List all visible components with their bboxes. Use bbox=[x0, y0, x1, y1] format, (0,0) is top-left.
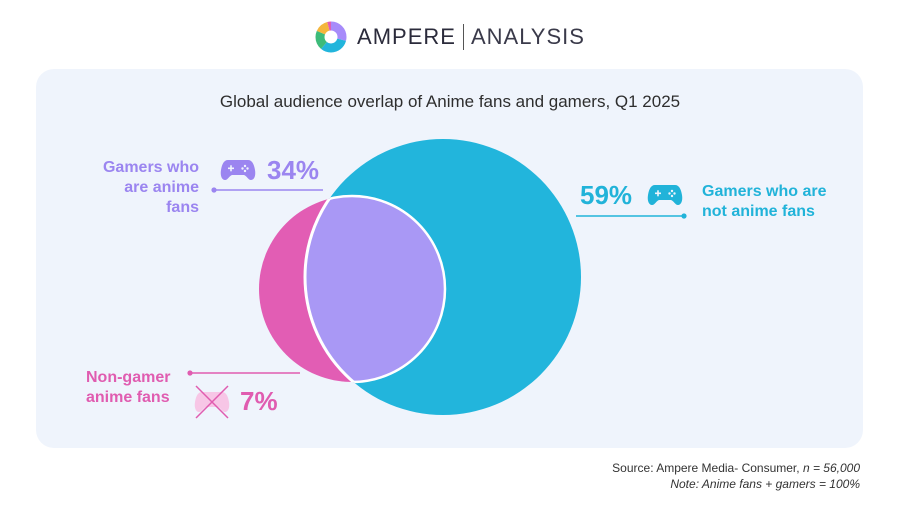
brand-divider bbox=[462, 24, 464, 50]
gamepad-icon bbox=[647, 185, 683, 205]
header: AMPERE ANALYSIS bbox=[0, 17, 900, 57]
chart-title: Global audience overlap of Anime fans an… bbox=[219, 92, 681, 111]
value-gamers-not-anime: 59% bbox=[580, 180, 633, 210]
brand-subname: ANALYSIS bbox=[470, 24, 585, 49]
brand-name: AMPERE bbox=[357, 24, 456, 49]
gamepad-icon bbox=[220, 160, 256, 180]
source-line: Source: Ampere Media- Consumer, n = 56,0… bbox=[612, 460, 860, 476]
source-text: Source: Ampere Media- Consumer, bbox=[612, 461, 803, 475]
label-line: Gamers who are bbox=[702, 183, 827, 200]
label-line: not anime fans bbox=[702, 203, 815, 220]
label-line: Non-gamer bbox=[86, 369, 171, 386]
source-note: Source: Ampere Media- Consumer, n = 56,0… bbox=[612, 460, 860, 492]
label-line: Gamers who bbox=[102, 159, 199, 176]
crossed-gamepad-icon bbox=[194, 385, 230, 419]
label-gamers-not-anime: Gamers who are not anime fans bbox=[702, 182, 827, 222]
connector-dot-gamers-anime bbox=[211, 187, 217, 193]
connector-dot-gamers-not-anime bbox=[681, 213, 687, 219]
value-gamers-anime: 34% bbox=[267, 155, 320, 185]
ampere-logo-icon bbox=[315, 21, 347, 53]
footnote: Note: Anime fans + gamers = 100% bbox=[670, 477, 860, 491]
label-line: anime fans bbox=[86, 389, 170, 406]
value-non-gamer-anime: 7% bbox=[240, 386, 278, 416]
connector-dot-non-gamer-anime bbox=[187, 370, 193, 376]
label-non-gamer-anime: Non-gamer anime fans bbox=[86, 368, 170, 408]
label-gamers-anime: Gamers who are anime fans bbox=[98, 158, 199, 218]
label-line: are anime fans bbox=[124, 179, 199, 216]
sample-size: n = 56,000 bbox=[802, 461, 860, 475]
